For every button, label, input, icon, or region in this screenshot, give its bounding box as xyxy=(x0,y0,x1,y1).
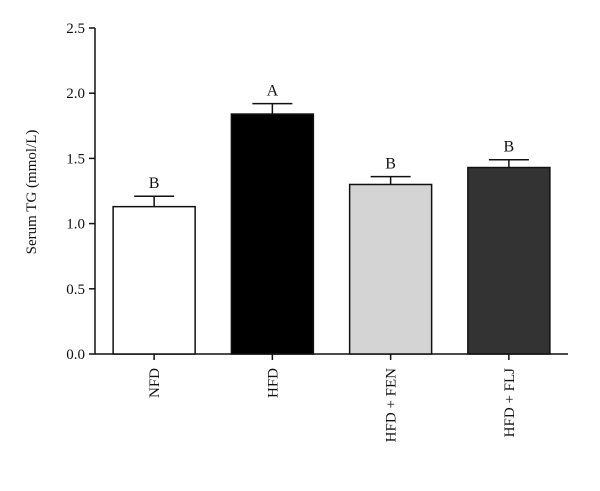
significance-letter: B xyxy=(385,156,396,173)
y-tick-label: 0.0 xyxy=(66,347,85,363)
x-tick-label: NFD xyxy=(147,368,163,398)
x-tick-label: HFD + FEN xyxy=(384,368,400,442)
y-tick-label: 0.5 xyxy=(66,282,85,298)
significance-letter: B xyxy=(504,139,515,156)
x-tick-label: HFD + FLJ xyxy=(502,368,518,437)
y-tick-label: 1.0 xyxy=(66,217,85,233)
x-tick-label: HFD xyxy=(265,368,281,398)
bar xyxy=(230,113,315,355)
y-tick-label: 1.5 xyxy=(66,151,85,167)
y-tick-label: 2.5 xyxy=(66,21,85,37)
plot-area: 0.0 0.5 1.0 1.5 2.0 2.5 B NFD A HFD B HFD + FEN B HFD… xyxy=(66,21,568,442)
y-tick-label: 2.0 xyxy=(66,86,85,102)
y-axis-label: Serum TG (mmol/L) xyxy=(24,130,40,255)
bar xyxy=(112,205,196,355)
significance-letter: A xyxy=(267,83,279,100)
bar xyxy=(467,166,551,355)
bar xyxy=(348,183,433,355)
significance-letter: B xyxy=(149,175,160,192)
